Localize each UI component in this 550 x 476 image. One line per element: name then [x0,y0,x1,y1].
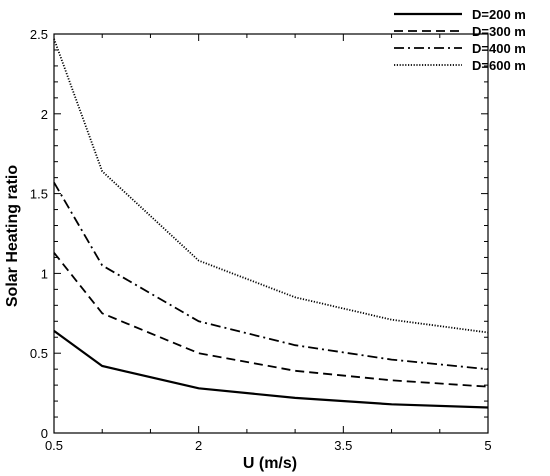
series-line-4 [53,38,489,334]
series-line-1 [53,330,489,409]
x-tick-label: 0.5 [45,438,63,453]
y-tick-label: 1.5 [30,187,48,202]
legend: D=200 m D=300 m D=400 m D=600 m [394,7,526,73]
x-tick-label: 2 [195,438,202,453]
ticks: 0.5 2 3.5 500.511.522.5 [30,27,492,453]
series-line-3 [53,181,489,371]
y-tick-label: 2.5 [30,27,48,42]
legend-label: D=600 m [472,58,526,73]
y-tick-label: 2 [41,107,48,122]
y-tick-label: 1 [41,266,48,281]
legend-label: D=200 m [472,7,526,22]
legend-label: D=400 m [472,41,526,56]
x-axis-label: U (m/s) [243,455,297,472]
x-tick-label: 3.5 [334,438,352,453]
y-tick-label: 0 [41,426,48,441]
y-axis-label: Solar Heating ratio [4,165,21,307]
series-lines [53,38,489,409]
x-tick-label: 5 [484,438,491,453]
series-line-2 [53,252,489,388]
legend-label: D=300 m [472,24,526,39]
plot-frame [53,33,489,434]
y-tick-label: 0.5 [30,346,48,361]
